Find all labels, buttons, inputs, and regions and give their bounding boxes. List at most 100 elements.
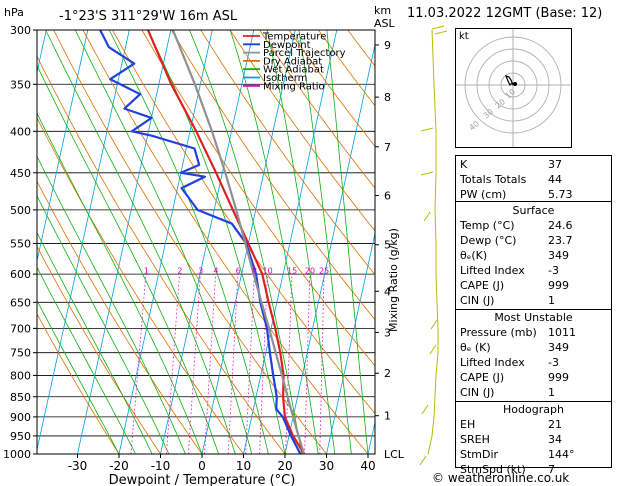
surface-row: Dewp (°C) 23.7: [460, 233, 607, 248]
hodo-label: EH: [460, 418, 476, 431]
wet-adiabat-line: [37, 231, 153, 454]
wet-adiabat-line: [189, 30, 302, 454]
dry-adiabat-line: [37, 245, 161, 454]
dry-adiabat-line: [112, 30, 375, 415]
wet-adiabat-line: [37, 155, 186, 454]
wind-barb: [421, 404, 429, 415]
wind-barb: [419, 455, 427, 466]
wet-adiabat-line: [326, 30, 369, 454]
index-value: 37: [548, 158, 562, 171]
height-tick-label: 5: [384, 239, 391, 252]
temperature-tick-label: -30: [68, 459, 88, 473]
isotherm-line: [284, 43, 375, 454]
temperature-tick-label: 10: [236, 459, 251, 473]
pressure-tick-label: 550: [10, 237, 31, 250]
hodograph-unit-label: kt: [459, 31, 469, 42]
surface-row: θₑ(K) 349: [460, 248, 607, 263]
index-row: Totals Totals 44: [460, 172, 607, 187]
dry-adiabat-line: [37, 313, 120, 454]
dry-adiabat-line: [170, 30, 375, 321]
legend-label: Parcel Trajectory: [263, 48, 346, 59]
mixing-ratio-label: 6: [236, 266, 241, 275]
pressure-tick-label: 600: [10, 268, 31, 281]
temperature-tick-label: 0: [198, 459, 206, 473]
hodograph-trace: [504, 75, 514, 87]
mixing-ratio-line: [319, 274, 325, 454]
mu-label: CIN (J): [460, 386, 495, 399]
index-value: 5.73: [548, 188, 573, 201]
wet-adiabat-line: [298, 30, 352, 454]
hodo-row: StmSpd (kt) 7: [460, 462, 607, 477]
mixing-ratio-label: 10: [263, 266, 273, 275]
dry-adiabat-line: [229, 30, 375, 232]
dry-adiabat-line: [141, 30, 375, 367]
legend-label: Dewpoint: [263, 40, 311, 51]
pressure-tick-label: 650: [10, 296, 31, 309]
mu-value: 1011: [548, 326, 576, 339]
wet-adiabat-line: [147, 30, 286, 454]
hodo-value: 7: [548, 463, 555, 476]
wind-barb: [420, 171, 434, 176]
surface-value: 349: [548, 249, 569, 262]
pressure-tick-label: 1000: [3, 448, 31, 461]
mu-label: θₑ (K): [460, 341, 491, 354]
surface-title: Surface: [512, 204, 555, 217]
mixing-ratio-line: [165, 274, 180, 454]
mu-row: CIN (J) 1: [460, 385, 607, 400]
isotherm-line: [37, 30, 130, 452]
pressure-tick-label: 400: [10, 125, 31, 138]
isotherm-line: [243, 30, 338, 454]
pressure-tick-label: 700: [10, 322, 31, 335]
hodograph-ring-label: 40: [468, 119, 482, 132]
km-axis-label: km: [374, 4, 391, 17]
temperature-tick-label: 40: [360, 459, 375, 473]
wind-barb: [423, 211, 431, 222]
hodo-row: SREH 34: [460, 432, 607, 447]
hodo-label: StmSpd (kt): [460, 463, 526, 476]
wind-barb: [434, 30, 448, 35]
pressure-tick-label: 800: [10, 369, 31, 382]
most-unstable-title: Most Unstable: [494, 311, 573, 324]
mixing-ratio-line: [204, 274, 216, 454]
asl-axis-label: ASL: [374, 17, 396, 30]
temperature-tick-label: -10: [151, 459, 171, 473]
x-axis-title: Dewpoint / Temperature (°C): [109, 473, 296, 486]
surface-value: 999: [548, 279, 569, 292]
surface-row: CIN (J) 1: [460, 293, 607, 308]
mixing-ratio-label: 15: [287, 266, 297, 275]
mixing-ratio-line: [227, 274, 239, 454]
isotherm-line: [0, 30, 5, 454]
pressure-tick-label: 750: [10, 347, 31, 360]
mu-row: θₑ (K) 349: [460, 340, 607, 355]
hodograph-ring-label: 20: [494, 97, 508, 110]
wet-adiabat-line: [37, 195, 170, 454]
mixing-ratio-label: 25: [319, 266, 329, 275]
index-value: 44: [548, 173, 562, 186]
surface-label: CAPE (J): [460, 279, 505, 292]
stats-box: Surface Temp (°C) 24.6 Dewp (°C) 23.7 θₑ(K…: [455, 201, 612, 476]
wet-adiabat-line: [37, 266, 136, 454]
wind-profile-line: [427, 29, 439, 455]
dry-adiabat-line: [259, 30, 375, 189]
hodo-value: 34: [548, 433, 562, 446]
legend-label: Temperature: [262, 32, 326, 43]
pressure-tick-label: 850: [10, 391, 31, 404]
surface-value: -3: [548, 264, 559, 277]
temperature-profile: [146, 30, 306, 454]
dewpoint-profile: [99, 30, 302, 454]
wind-barb: [431, 25, 445, 30]
surface-label: Temp (°C): [460, 219, 515, 232]
height-tick-label: 1: [384, 410, 391, 423]
mu-label: Pressure (mb): [460, 326, 537, 339]
dry-adiabat-line: [82, 30, 369, 454]
wet-adiabat-line: [37, 64, 219, 454]
mu-label: CAPE (J): [460, 371, 505, 384]
mu-value: 1: [548, 386, 555, 399]
hodo-label: SREH: [460, 433, 490, 446]
surface-label: Dewp (°C): [460, 234, 517, 247]
wet-adiabat-line: [266, 30, 336, 454]
pressure-tick-label: 450: [10, 167, 31, 180]
copyright-footer: © weatheronline.co.uk: [432, 471, 570, 485]
